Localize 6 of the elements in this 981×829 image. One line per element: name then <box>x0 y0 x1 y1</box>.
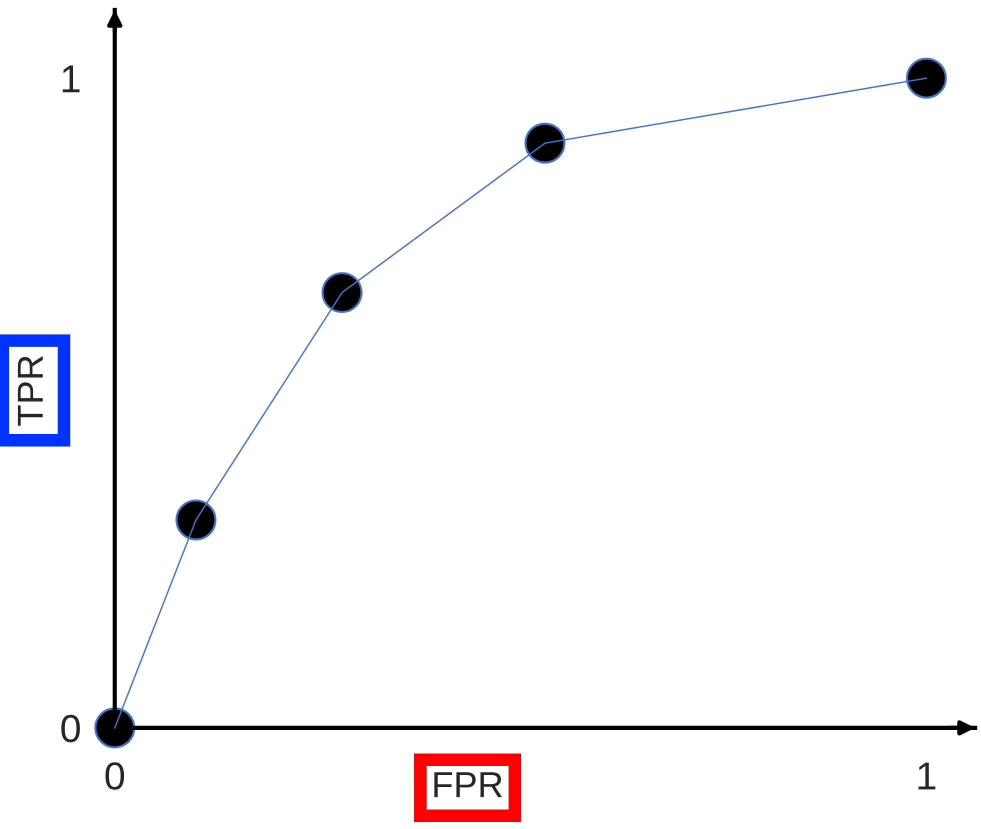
point <box>175 499 216 540</box>
point <box>524 122 566 164</box>
point <box>906 58 947 99</box>
y-axis-title: TPR <box>18 356 43 426</box>
x-axis-title: FPR <box>434 772 502 798</box>
point <box>322 272 363 314</box>
